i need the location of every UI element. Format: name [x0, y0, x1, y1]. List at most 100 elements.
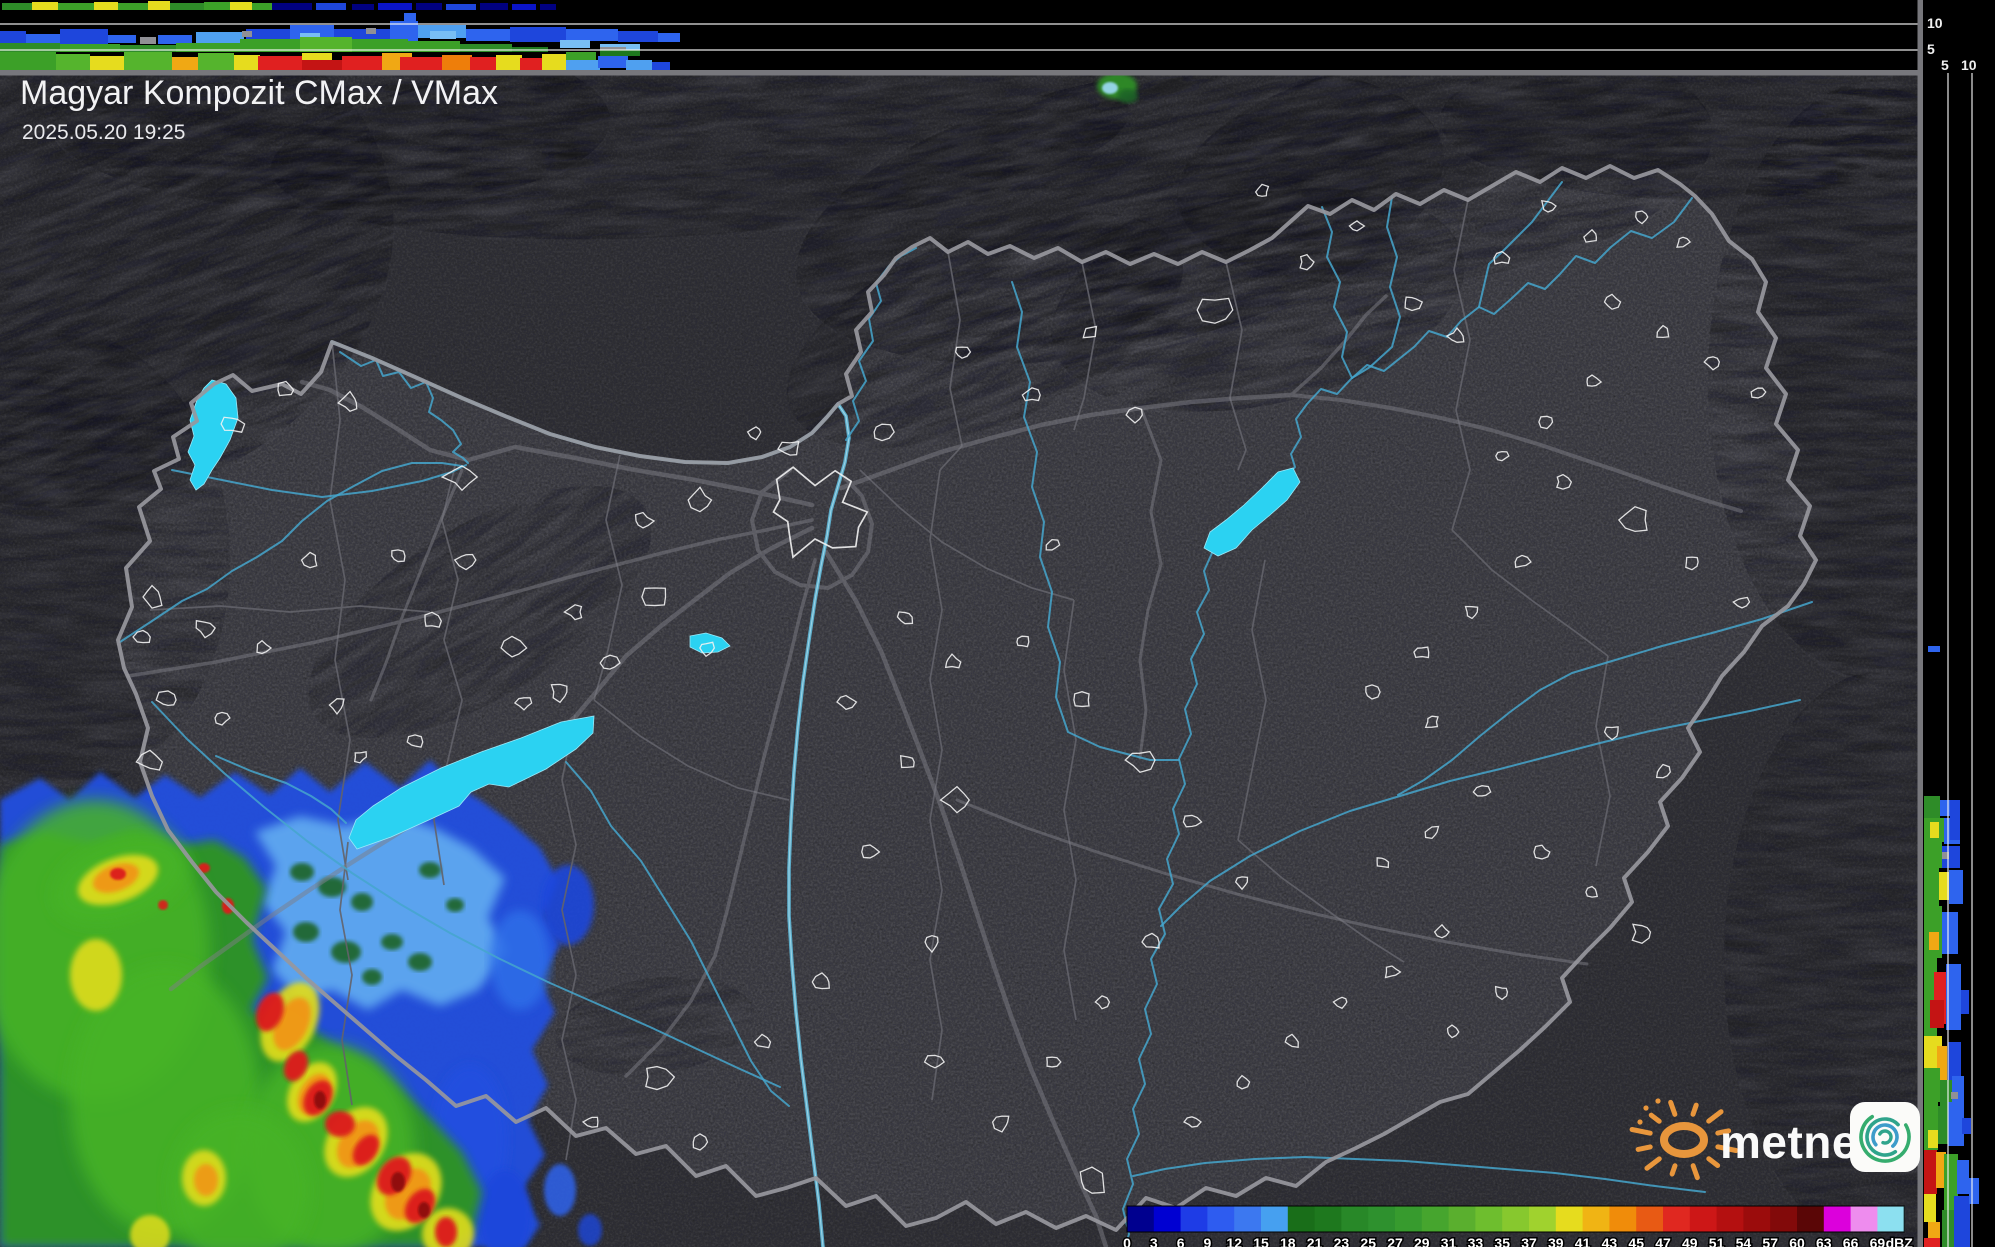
logo-wordmark: metnet [1720, 1116, 1874, 1168]
city-outline [1617, 505, 1648, 533]
scale-tick-label: 9 [1204, 1235, 1212, 1247]
scale-cell [1823, 1206, 1852, 1232]
scale-cell [1287, 1206, 1316, 1232]
city-outline [1685, 556, 1699, 571]
city-outline [1021, 387, 1041, 402]
city-outline [1348, 220, 1366, 232]
scale-cell [1850, 1206, 1878, 1232]
profile-bin [512, 4, 536, 10]
city-outline [1234, 876, 1249, 891]
scale-tick-label: 41 [1575, 1235, 1591, 1247]
profile-bin [1948, 1102, 1964, 1146]
city-outline [1603, 726, 1619, 741]
city-outline [1079, 1166, 1105, 1194]
city-outline [563, 604, 583, 621]
precipitation-layer [0, 75, 1138, 1247]
city-outline [896, 611, 914, 625]
city-outline [1045, 538, 1061, 551]
profile-bin [1957, 1160, 1969, 1194]
river [565, 761, 790, 1107]
county-border [939, 251, 963, 471]
city-outline [1538, 415, 1554, 430]
city-outline [1424, 715, 1439, 729]
scale-tick-label: 15 [1253, 1235, 1269, 1247]
city-outline [1676, 236, 1692, 248]
profile-bin [404, 13, 416, 23]
precip-cell [578, 1214, 602, 1246]
spiral-arc [1871, 1123, 1899, 1151]
city-outline [1424, 825, 1440, 840]
scale-cell [1502, 1206, 1530, 1232]
scale-cell [1475, 1206, 1503, 1232]
river [119, 462, 463, 643]
scale-cell [1395, 1206, 1423, 1232]
profile-bin [566, 60, 600, 70]
scale-tick-label: 31 [1441, 1235, 1457, 1247]
river [339, 351, 469, 464]
city-outline [772, 466, 869, 559]
scale-tick-label: 21 [1307, 1235, 1323, 1247]
city-outline [1236, 1074, 1251, 1090]
scale-cell [1207, 1206, 1235, 1232]
scale-cell [1368, 1206, 1396, 1232]
profile-bin [1924, 868, 1939, 906]
profile-bin [442, 55, 472, 70]
profile-bin [1930, 822, 1939, 838]
profile-bin [1939, 872, 1949, 900]
scale-cell [1153, 1206, 1182, 1232]
profile-bin [58, 3, 94, 10]
profile-bin [1946, 964, 1961, 1030]
road [750, 468, 874, 590]
top-axis-label-5km: 5 [1927, 41, 1935, 57]
city-outline [277, 380, 295, 397]
profile-bin [198, 53, 234, 70]
profile-bin [108, 35, 136, 43]
scale-unit-label: dBZ [1886, 1235, 1914, 1247]
sun-ray [1706, 1156, 1721, 1168]
page-title: Magyar Kompozit CMax / VMax [20, 74, 498, 112]
profile-bin [540, 4, 556, 10]
city-outline [1656, 324, 1670, 338]
right-profile-strip [1923, 0, 1995, 1247]
city-outline [939, 785, 971, 814]
scale-tick-label: 12 [1226, 1235, 1242, 1247]
precip-cell [130, 1215, 170, 1247]
city-outline [1472, 785, 1492, 797]
profile-bin [470, 57, 496, 70]
county-border [329, 341, 351, 881]
road [823, 549, 1109, 1247]
city-outline [155, 690, 177, 707]
river [215, 755, 347, 824]
profile-bin [416, 3, 442, 10]
road [369, 468, 464, 702]
county-border [339, 841, 353, 1106]
profile-bin [1951, 1092, 1958, 1099]
county-border [1063, 599, 1077, 1021]
profile-bin [400, 57, 442, 70]
sun-ray [1635, 1144, 1653, 1152]
city-outline [1384, 965, 1402, 979]
scale-frame [1126, 1205, 1905, 1233]
profile-bin [1924, 1150, 1937, 1194]
profile-bin [32, 2, 58, 10]
profile-bin [258, 56, 302, 70]
city-outline [1603, 293, 1622, 310]
scale-tick-label: 33 [1468, 1235, 1484, 1247]
profile-bin [460, 44, 512, 52]
profile-bin [120, 45, 176, 52]
city-outline [453, 553, 477, 571]
city-outline [135, 749, 164, 771]
scale-cell [1636, 1206, 1664, 1232]
profile-bin [510, 27, 566, 42]
city-outline [424, 611, 443, 628]
spiral-app-icon [1850, 1102, 1920, 1172]
profile-bin [560, 40, 590, 48]
city-outline [1635, 210, 1649, 225]
city-outline [1586, 374, 1603, 387]
city-outline [581, 1116, 599, 1128]
city-outline [991, 1115, 1010, 1133]
precip-cell [352, 1134, 380, 1166]
scale-tick-label: 66 [1843, 1235, 1859, 1247]
precip-cell [408, 953, 432, 971]
